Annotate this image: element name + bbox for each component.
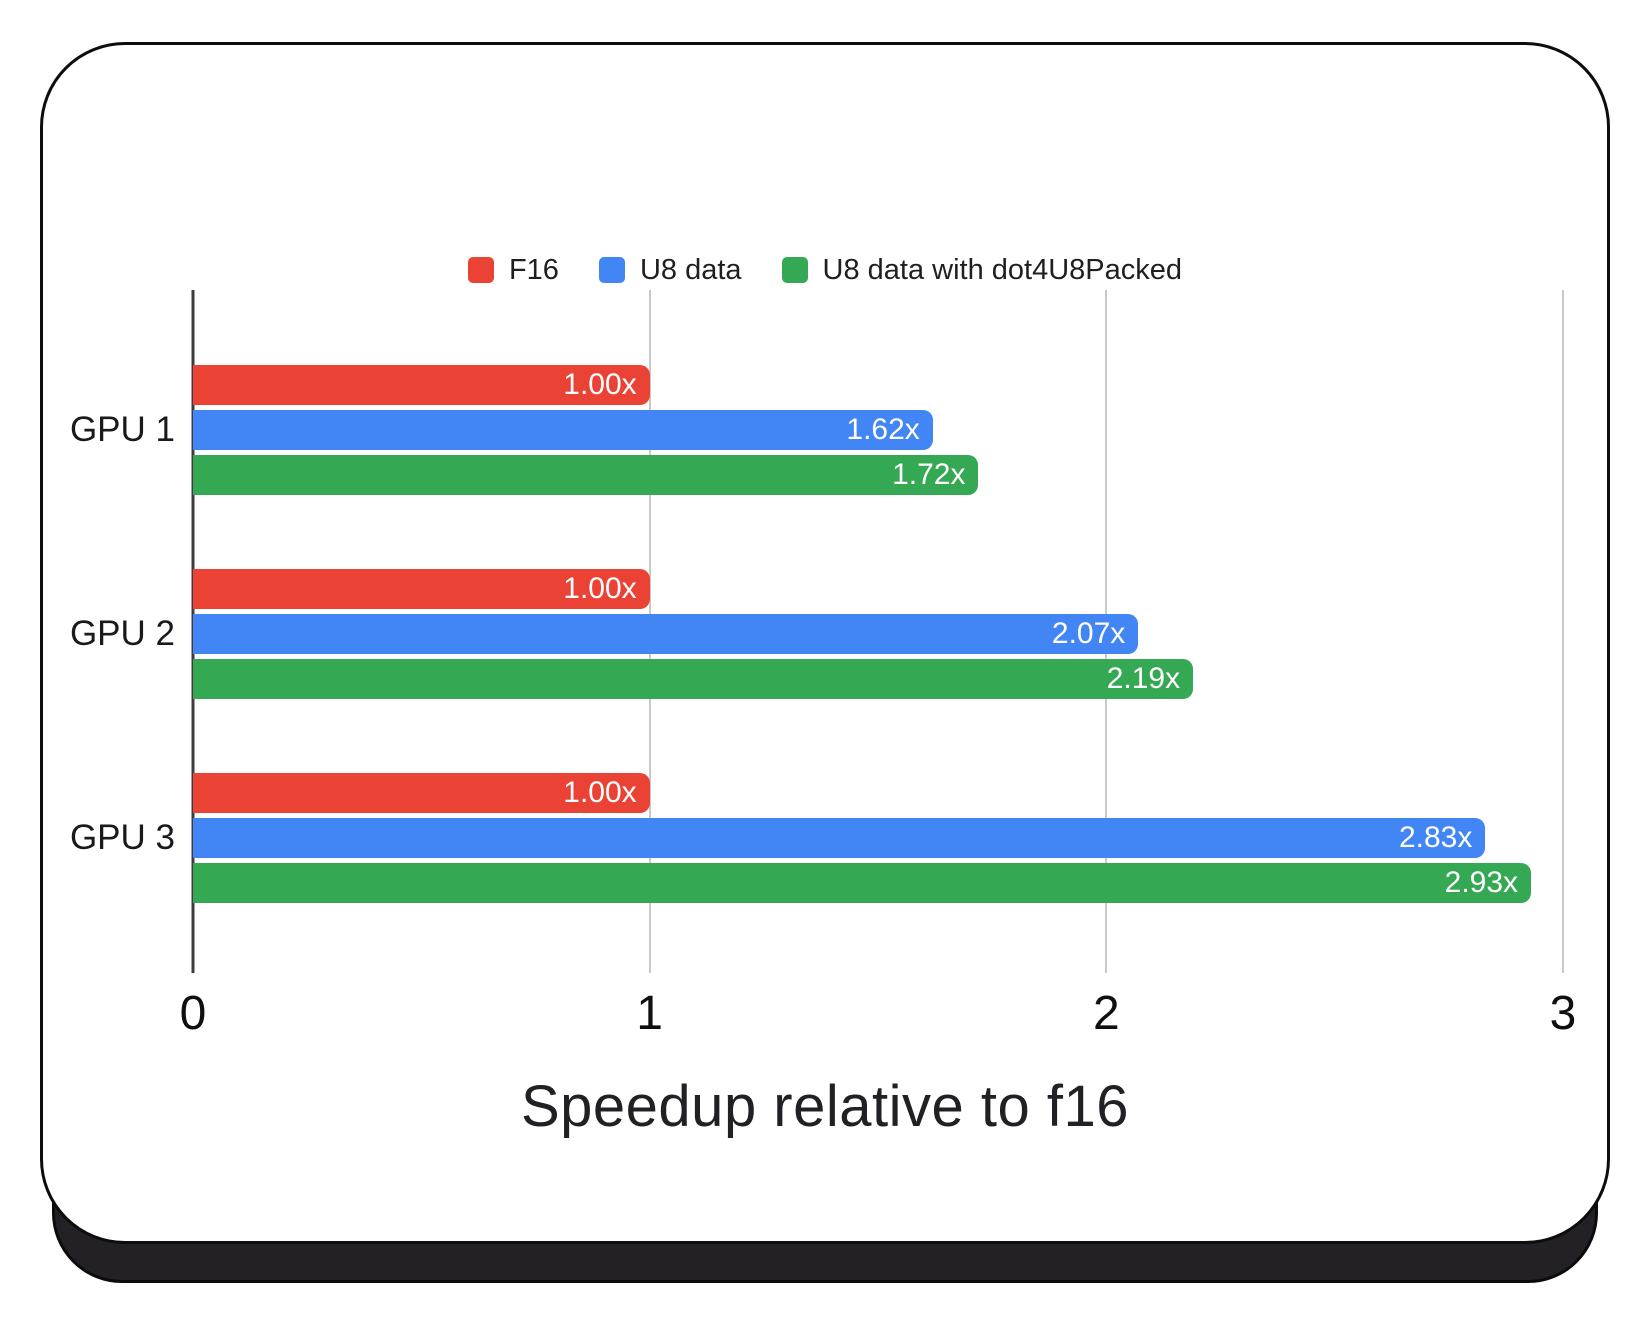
bar: 2.07x — [193, 614, 1139, 654]
legend: F16 U8 data U8 data with dot4U8Packed — [43, 250, 1607, 290]
category-label: GPU 2 — [69, 614, 175, 653]
x-tick-label: 3 — [1549, 987, 1577, 1040]
bar-value-label: 1.00x — [563, 776, 637, 809]
bar: 1.00x — [193, 773, 650, 813]
legend-swatch-icon — [467, 257, 494, 283]
bar-group: GPU 1 1.00x 1.62x 1.72x — [70, 365, 1563, 495]
chart-card: F16 U8 data U8 data with dot4U8Packed GPU … — [40, 42, 1610, 1244]
bar-group: GPU 2 1.00x 2.07x 2.19x — [70, 569, 1563, 699]
bar: 1.62x — [193, 410, 933, 450]
bar-value-label: 1.00x — [563, 368, 637, 401]
bar: 1.00x — [193, 569, 650, 609]
legend-swatch-icon — [781, 257, 808, 283]
bar: 1.00x — [193, 365, 650, 405]
x-axis-ticks: 0 1 2 3 — [180, 986, 1577, 1046]
legend-item: U8 data — [598, 253, 742, 287]
bar: 2.19x — [193, 659, 1194, 699]
category-label: GPU 1 — [69, 410, 175, 449]
gridline — [1562, 290, 1564, 973]
x-axis-title: Speedup relative to f16 — [520, 1074, 1130, 1139]
legend-label: U8 data with dot4U8Packed — [822, 253, 1183, 286]
bar-value-label: 1.62x — [846, 413, 920, 446]
bar-value-label: 2.83x — [1398, 821, 1473, 854]
legend-label: F16 — [508, 253, 559, 286]
plot-area: GPU 1 1.00x 1.62x 1.72x GPU 2 1.00x 2.07x 2.19x… — [70, 290, 1564, 973]
bar-value-label: 2.19x — [1106, 662, 1181, 695]
bar-group: GPU 3 1.00x 2.83x 2.93x — [70, 773, 1563, 903]
legend-item: U8 data with dot4U8Packed — [781, 253, 1183, 287]
bar: 2.83x — [193, 818, 1486, 858]
x-tick-label: 0 — [179, 987, 207, 1040]
bar: 2.93x — [193, 863, 1532, 903]
bar: 1.72x — [193, 455, 979, 495]
category-label: GPU 3 — [69, 818, 175, 857]
x-tick-label: 1 — [636, 987, 664, 1040]
bar-value-label: 1.72x — [892, 458, 966, 491]
bar-value-label: 1.00x — [563, 572, 637, 605]
legend-item: F16 — [467, 253, 559, 287]
bar-value-label: 2.07x — [1051, 617, 1126, 650]
bar-value-label: 2.93x — [1444, 866, 1519, 899]
legend-label: U8 data — [639, 253, 742, 286]
x-tick-label: 2 — [1092, 987, 1120, 1040]
legend-swatch-icon — [598, 257, 625, 283]
